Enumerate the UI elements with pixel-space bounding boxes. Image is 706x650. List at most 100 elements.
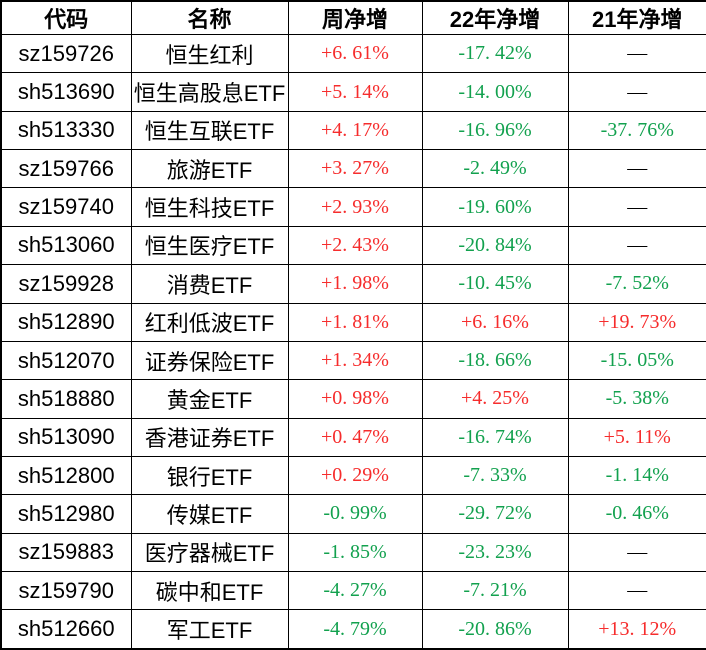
y21-change-cell: -1. 14% [567,455,706,496]
name-cell: 恒生医疗ETF [130,225,289,266]
y21-change-cell: — [567,149,706,189]
table-row: sz159790 碳中和ETF -4. 27% -7. 21% — [0,571,706,611]
column-header-code: 代码 [0,0,132,35]
code-cell: sz159726 [0,33,132,74]
y22-change-cell: -18. 66% [421,340,569,381]
y21-change-cell: -5. 38% [567,379,706,419]
table-row: sh513060 恒生医疗ETF +2. 43% -20. 84% — [0,225,706,266]
week-change-cell: +0. 47% [287,417,423,457]
name-cell: 消费ETF [130,264,289,304]
name-cell: 恒生科技ETF [130,187,289,227]
y22-change-cell: -19. 60% [421,187,569,227]
column-header-y22: 22年净增 [421,0,569,35]
week-change-cell: +2. 43% [287,225,423,266]
code-cell: sh512800 [0,455,132,496]
week-change-cell: -0. 99% [287,494,423,534]
table-row: sh512980 传媒ETF -0. 99% -29. 72% -0. 46% [0,494,706,534]
name-cell: 碳中和ETF [130,571,289,611]
table-row: sz159766 旅游ETF +3. 27% -2. 49% — [0,149,706,189]
name-cell: 证券保险ETF [130,340,289,381]
y21-change-cell: — [567,72,706,112]
y22-change-cell: -17. 42% [421,33,569,74]
week-change-cell: -4. 27% [287,571,423,611]
table-row: sh512800 银行ETF +0. 29% -7. 33% -1. 14% [0,455,706,496]
table-header-row: 代码 名称 周净增 22年净增 21年净增 [0,0,706,35]
week-change-cell: +1. 81% [287,302,423,342]
code-cell: sh512890 [0,302,132,342]
table-row: sh513690 恒生高股息ETF +5. 14% -14. 00% — [0,72,706,112]
y22-change-cell: -20. 84% [421,225,569,266]
week-change-cell: +3. 27% [287,149,423,189]
week-change-cell: +2. 93% [287,187,423,227]
code-cell: sh512070 [0,340,132,381]
y22-change-cell: -23. 23% [421,532,569,573]
name-cell: 医疗器械ETF [130,532,289,573]
code-cell: sh518880 [0,379,132,419]
table-row: sz159740 恒生科技ETF +2. 93% -19. 60% — [0,187,706,227]
name-cell: 恒生高股息ETF [130,72,289,112]
y21-change-cell: — [567,571,706,611]
week-change-cell: +0. 98% [287,379,423,419]
table-row: sh512070 证券保险ETF +1. 34% -18. 66% -15. 05% [0,340,706,381]
code-cell: sh513090 [0,417,132,457]
y21-change-cell: — [567,532,706,573]
y22-change-cell: -7. 33% [421,455,569,496]
y22-change-cell: -2. 49% [421,149,569,189]
code-cell: sz159928 [0,264,132,304]
y21-change-cell: — [567,33,706,74]
y21-change-cell: -37. 76% [567,110,706,151]
column-header-y21: 21年净增 [567,0,706,35]
name-cell: 香港证券ETF [130,417,289,457]
code-cell: sz159883 [0,532,132,573]
name-cell: 恒生红利 [130,33,289,74]
y21-change-cell: +5. 11% [567,417,706,457]
week-change-cell: +6. 61% [287,33,423,74]
week-change-cell: +1. 34% [287,340,423,381]
name-cell: 红利低波ETF [130,302,289,342]
table-row: sz159726 恒生红利 +6. 61% -17. 42% — [0,33,706,74]
week-change-cell: +1. 98% [287,264,423,304]
table-row: sh513090 香港证券ETF +0. 47% -16. 74% +5. 11% [0,417,706,457]
week-change-cell: -1. 85% [287,532,423,573]
week-change-cell: -4. 79% [287,609,423,650]
code-cell: sh512660 [0,609,132,650]
y21-change-cell: +13. 12% [567,609,706,650]
y21-change-cell: -7. 52% [567,264,706,304]
y22-change-cell: -16. 74% [421,417,569,457]
y21-change-cell: — [567,225,706,266]
code-cell: sz159790 [0,571,132,611]
table-row: sh512890 红利低波ETF +1. 81% +6. 16% +19. 73% [0,302,706,342]
table-row: sz159883 医疗器械ETF -1. 85% -23. 23% — [0,532,706,573]
y22-change-cell: -10. 45% [421,264,569,304]
table-row: sz159928 消费ETF +1. 98% -10. 45% -7. 52% [0,264,706,304]
name-cell: 军工ETF [130,609,289,650]
y21-change-cell: -0. 46% [567,494,706,534]
table-row: sh512660 军工ETF -4. 79% -20. 86% +13. 12% [0,609,706,650]
code-cell: sh513690 [0,72,132,112]
y22-change-cell: -20. 86% [421,609,569,650]
y22-change-cell: +6. 16% [421,302,569,342]
code-cell: sh513060 [0,225,132,266]
table-row: sh513330 恒生互联ETF +4. 17% -16. 96% -37. 76% [0,110,706,151]
y22-change-cell: -16. 96% [421,110,569,151]
name-cell: 银行ETF [130,455,289,496]
y22-change-cell: -29. 72% [421,494,569,534]
y22-change-cell: -7. 21% [421,571,569,611]
y21-change-cell: +19. 73% [567,302,706,342]
column-header-name: 名称 [130,0,289,35]
y21-change-cell: — [567,187,706,227]
y22-change-cell: +4. 25% [421,379,569,419]
code-cell: sh512980 [0,494,132,534]
table-row: sh518880 黄金ETF +0. 98% +4. 25% -5. 38% [0,379,706,419]
y21-change-cell: -15. 05% [567,340,706,381]
week-change-cell: +4. 17% [287,110,423,151]
week-change-cell: +0. 29% [287,455,423,496]
code-cell: sh513330 [0,110,132,151]
week-change-cell: +5. 14% [287,72,423,112]
column-header-week: 周净增 [287,0,423,35]
code-cell: sz159766 [0,149,132,189]
name-cell: 恒生互联ETF [130,110,289,151]
code-cell: sz159740 [0,187,132,227]
